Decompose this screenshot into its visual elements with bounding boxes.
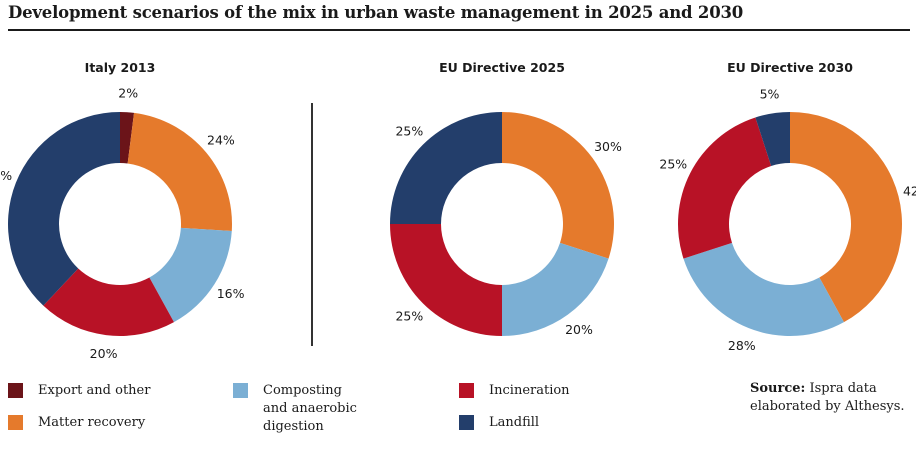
donut-slice-landfill xyxy=(390,112,502,224)
donut-slice-composting xyxy=(502,242,609,336)
chart-separator xyxy=(311,103,313,346)
source-note: Source: Ispra data elaborated by Althesy… xyxy=(750,380,916,416)
source-label: Source: xyxy=(750,381,806,396)
source-text: Ispra data elaborated by Althesys. xyxy=(750,381,905,414)
donut-slice-landfill xyxy=(7,112,121,306)
slice-label: 24% xyxy=(207,132,235,147)
legend-item-export-and-other: Export and other xyxy=(8,382,150,400)
legend-swatch xyxy=(459,383,474,398)
legend-label: Landfill xyxy=(489,415,540,430)
donut-slice-incineration xyxy=(43,268,174,337)
title-rule xyxy=(8,29,910,31)
legend-item-incineration: Incineration xyxy=(459,382,570,400)
slice-label: 28% xyxy=(728,338,756,353)
donut-slice-export-and-other xyxy=(120,112,135,164)
slice-label: 25% xyxy=(395,123,423,138)
legend-swatch xyxy=(8,383,23,398)
legend-item-composting: Composting and anaerobic digestion xyxy=(233,382,357,436)
slice-label: 20% xyxy=(90,346,118,361)
donut-slice-composting xyxy=(149,227,232,323)
donut-slice-incineration xyxy=(678,117,772,259)
donut-slice-matter-recovery xyxy=(127,112,232,232)
legend-item-matter-recovery: Matter recovery xyxy=(8,414,145,432)
slice-label: 30% xyxy=(594,139,622,154)
donut-title-eu-2030: EU Directive 2030 xyxy=(727,60,853,75)
chart-title-main: Development scenarios of the mix in urba… xyxy=(8,3,744,22)
donut-slice-landfill xyxy=(755,112,790,166)
legend-label: Matter recovery xyxy=(38,415,146,430)
donut-title-eu-2025: EU Directive 2025 xyxy=(439,60,565,75)
slice-label: 5% xyxy=(760,87,780,102)
slice-label: 16% xyxy=(217,286,245,301)
slice-label: 38% xyxy=(0,168,12,183)
legend-swatch xyxy=(459,415,474,430)
donut-slice-matter-recovery xyxy=(502,112,614,259)
donut-slice-composting xyxy=(683,242,844,337)
slice-label: 20% xyxy=(565,322,593,337)
slice-label: 25% xyxy=(395,309,423,324)
donut-slice-matter-recovery xyxy=(790,112,903,323)
legend-item-landfill: Landfill xyxy=(459,414,539,432)
legend-label: Export and other xyxy=(38,383,151,398)
donut-title-italy-2013: Italy 2013 xyxy=(84,60,156,75)
donut-slice-incineration xyxy=(390,224,502,336)
legend-swatch xyxy=(233,383,248,398)
slice-label: 42% xyxy=(903,183,916,198)
slice-label: 25% xyxy=(659,157,687,172)
slice-label: 2% xyxy=(118,85,138,100)
legend-swatch xyxy=(8,415,23,430)
legend-label: Incineration xyxy=(489,383,570,398)
legend-label: Composting and anaerobic digestion xyxy=(263,383,357,434)
